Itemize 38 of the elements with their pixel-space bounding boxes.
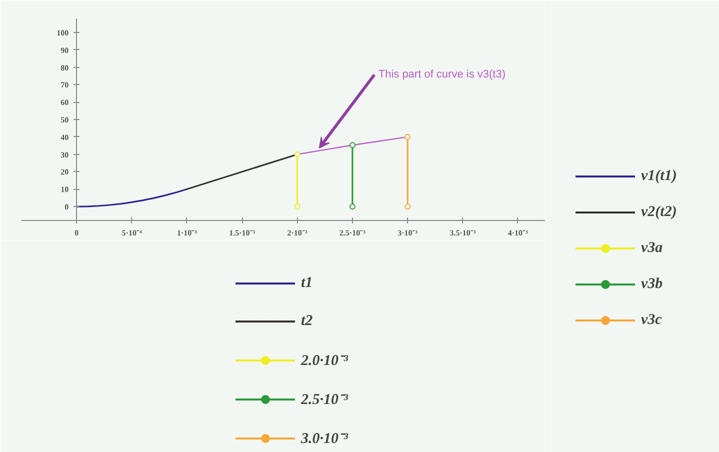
text: 2.5·10⁻³ [301, 391, 348, 409]
x-tick-label: 3·10⁻³ [398, 228, 418, 238]
text: 2.0·10⁻³ [301, 352, 348, 370]
text: t2 [301, 312, 314, 330]
text: t1 [301, 274, 314, 292]
x-tick-label: 1.5·10⁻³ [229, 228, 256, 238]
legend-label: v3c [641, 310, 662, 330]
point [349, 142, 356, 148]
line-series [76, 188, 188, 208]
y-tick-label: 90 [60, 46, 69, 55]
point [294, 204, 300, 210]
y-tick-label: 50 [60, 116, 69, 124]
point [404, 134, 411, 140]
legend-label: v3b [641, 274, 663, 294]
x-tick-label: 5·10⁻⁴ [122, 228, 142, 238]
x-tick-label: 4·10⁻³ [508, 228, 529, 238]
x-tick-label: 3.5·10⁻³ [450, 228, 476, 238]
legend-label: v2(t2) [641, 202, 677, 222]
y-tick-label: 100 [56, 28, 69, 38]
x-tick-label: 1·10⁻³ [176, 228, 198, 238]
x-tick-label: 2·10⁻³ [287, 228, 308, 238]
y-tick-label: 40 [60, 132, 69, 142]
x-tick-label: 0 [74, 228, 79, 238]
y-tick-label: 0 [64, 202, 69, 212]
point [349, 204, 356, 210]
x-tick-label: 2.5·10⁻³ [339, 228, 366, 238]
point [294, 151, 300, 158]
y-tick-label: 30 [60, 150, 69, 160]
y-tick-label: 60 [60, 98, 69, 108]
y-tick-label: 70 [60, 80, 69, 90]
legend-label: v3a [641, 238, 663, 258]
legend-label: v1(t1) [641, 166, 677, 186]
y-tick-label: 20 [60, 168, 69, 177]
y-tick-label: 80 [60, 63, 69, 72]
text: 3.0·10⁻³ [301, 430, 348, 448]
annotation: This part of curve is v3(t3) [378, 68, 506, 81]
point [404, 204, 411, 210]
y-tick-label: 10 [60, 185, 69, 194]
